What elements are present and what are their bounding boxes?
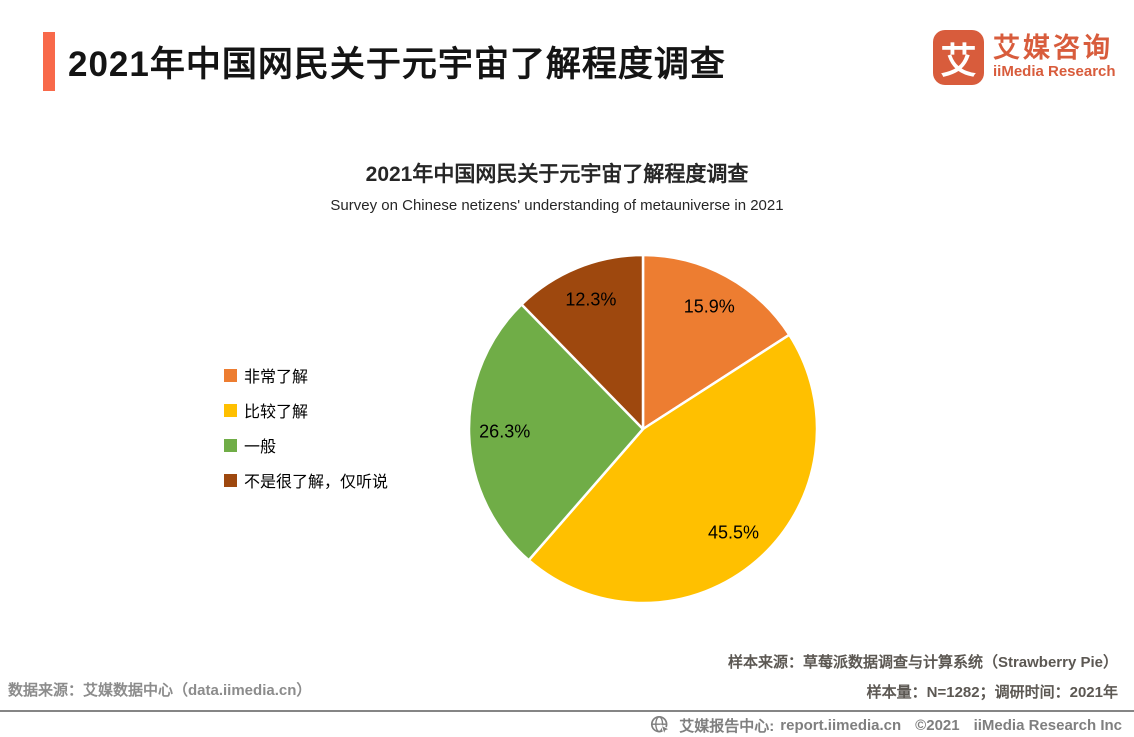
logo-name-en: iiMedia Research: [993, 63, 1116, 81]
sample-source-note: 样本来源：草莓派数据调查与计算系统（Strawberry Pie）: [727, 654, 1118, 671]
pie-chart-svg: 15.9% 45.5% 26.3% 12.3%: [467, 253, 819, 605]
legend-label: 比较了解: [244, 404, 309, 421]
legend-swatch-icon: [224, 368, 237, 382]
pie-slice-2: [467, 303, 645, 562]
pie-slice-value-label-2: 26.3%: [479, 422, 530, 442]
sample-info-note: 样本量：N=1282；调研时间：2021年: [866, 684, 1118, 701]
chart-subtitle: Survey on Chinese netizens' understandin…: [330, 197, 784, 214]
footer-divider: [0, 710, 1134, 712]
pie-slice-value-label-3: 12.3%: [565, 290, 616, 310]
legend-label: 一般: [244, 439, 277, 456]
pie-chart: 15.9% 45.5% 26.3% 12.3%: [463, 249, 823, 609]
globe-cursor-icon: [650, 715, 671, 736]
legend-swatch-icon: [224, 403, 237, 417]
data-source-note: 数据来源：艾媒数据中心（data.iimedia.cn）: [8, 682, 312, 699]
footer-report-center-label: 艾媒报告中心:: [679, 717, 775, 735]
iimedia-logo-icon: 艾: [933, 30, 984, 85]
footer: 艾媒报告中心: report.iimedia.cn ©2021 iiMedia …: [650, 713, 1122, 737]
iimedia-logo: 艾 艾媒咨询 iiMedia Research: [933, 30, 1116, 85]
chart-legend: 非常了解比较了解一般不是很了解，仅听说: [224, 363, 388, 492]
footer-copyright: ©2021: [915, 716, 960, 734]
legend-item-3: 不是很了解，仅听说: [224, 468, 388, 492]
title-accent-bar: [43, 32, 55, 91]
legend-swatch-icon: [224, 438, 237, 452]
legend-item-2: 一般: [224, 433, 388, 457]
pie-slice-0: [641, 253, 791, 431]
legend-label: 非常了解: [244, 369, 309, 386]
footer-company: iiMedia Research Inc: [973, 716, 1122, 734]
legend-swatch-icon: [224, 473, 237, 487]
legend-item-1: 比较了解: [224, 398, 388, 422]
legend-label: 不是很了解，仅听说: [244, 474, 389, 491]
pie-slice-3: [520, 253, 645, 431]
legend-item-0: 非常了解: [224, 363, 388, 387]
pie-slice-value-label-0: 15.9%: [684, 296, 735, 316]
chart-title: 2021年中国网民关于元宇宙了解程度调查: [365, 163, 749, 186]
page-title: 2021年中国网民关于元宇宙了解程度调查: [68, 45, 726, 84]
pie-slice-1: [527, 333, 819, 605]
logo-name-cn: 艾媒咨询: [993, 32, 1113, 63]
pie-slice-value-label-1: 45.5%: [708, 522, 759, 542]
footer-report-center-url[interactable]: report.iimedia.cn: [780, 716, 902, 734]
